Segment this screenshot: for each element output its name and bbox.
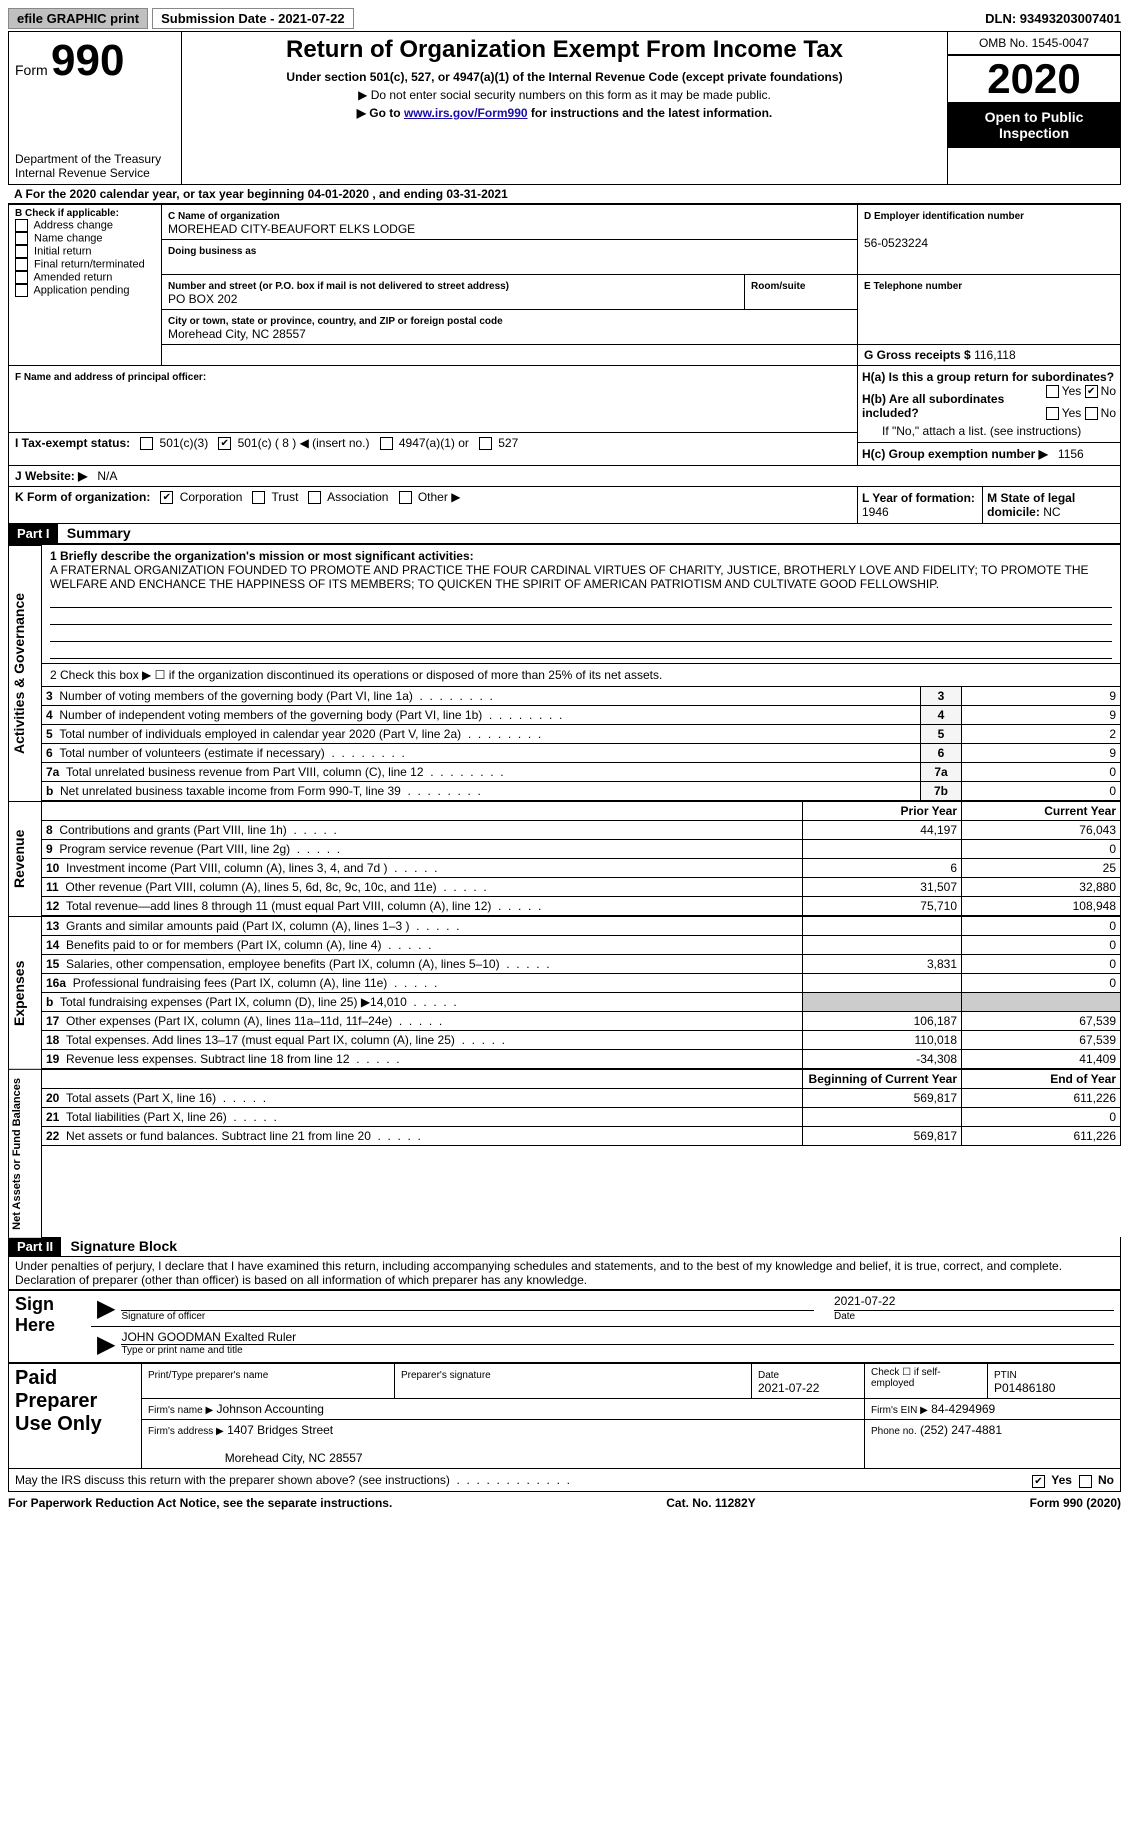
hb-no-checkbox[interactable]: [1085, 407, 1098, 420]
box-d-label: D Employer identification number: [864, 211, 1024, 222]
i-527-checkbox[interactable]: [479, 437, 492, 450]
boxb-checkbox[interactable]: [15, 258, 28, 271]
mission-text: A FRATERNAL ORGANIZATION FOUNDED TO PROM…: [50, 563, 1089, 591]
part1-header: Part I: [9, 524, 58, 543]
box-e-label: E Telephone number: [864, 281, 962, 292]
box-b-label: B Check if applicable:: [15, 208, 155, 219]
open-to-public: Open to Public Inspection: [948, 103, 1120, 147]
form-header: Form 990 Return of Organization Exempt F…: [8, 31, 1121, 185]
ein-value: 56-0523224: [864, 236, 928, 250]
irs-yes-checkbox[interactable]: [1032, 1475, 1045, 1488]
declaration: Under penalties of perjury, I declare th…: [8, 1257, 1121, 1290]
pra-notice: For Paperwork Reduction Act Notice, see …: [8, 1496, 392, 1510]
paid-preparer-label: Paid Preparer Use Only: [9, 1364, 142, 1469]
hb-note: If "No," attach a list. (see instruction…: [858, 424, 1120, 442]
vtab-governance: Activities & Governance: [8, 545, 42, 801]
k-corp-checkbox[interactable]: [160, 491, 173, 504]
hb-yes-checkbox[interactable]: [1046, 407, 1059, 420]
col-begin: Beginning of Current Year: [803, 1069, 962, 1088]
form-warning-1: ▶ Do not enter social security numbers o…: [188, 88, 941, 102]
k-other-checkbox[interactable]: [399, 491, 412, 504]
section-a: A For the 2020 calendar year, or tax yea…: [8, 185, 1121, 204]
vtab-revenue: Revenue: [8, 801, 42, 916]
tax-year: 2020: [948, 55, 1120, 103]
hc-value: 1156: [1058, 447, 1084, 461]
form-warning-2: ▶ Go to www.irs.gov/Form990 for instruct…: [188, 106, 941, 120]
boxb-checkbox[interactable]: [15, 219, 28, 232]
box-k-label: K Form of organization:: [15, 490, 150, 504]
dba-label: Doing business as: [168, 246, 256, 257]
info-block: B Check if applicable: Address change Na…: [8, 204, 1121, 524]
footer: For Paperwork Reduction Act Notice, see …: [8, 1496, 1121, 1510]
col-prior: Prior Year: [803, 801, 962, 820]
form-number: 990: [51, 36, 124, 85]
department: Department of the TreasuryInternal Reven…: [9, 148, 182, 185]
org-name: MOREHEAD CITY-BEAUFORT ELKS LODGE: [168, 222, 415, 236]
paid-preparer-block: Paid Preparer Use Only Print/Type prepar…: [8, 1363, 1121, 1469]
vtab-netassets: Net Assets or Fund Balances: [8, 1069, 42, 1238]
addr-label: Number and street (or P.O. box if mail i…: [168, 281, 509, 292]
form-subtitle: Under section 501(c), 527, or 4947(a)(1)…: [188, 70, 941, 84]
cat-no: Cat. No. 11282Y: [666, 1496, 755, 1510]
sign-here: Sign Here: [9, 1291, 92, 1363]
col-end: End of Year: [962, 1069, 1121, 1088]
signature-block: Sign Here ▶ Signature of officer 2021-07…: [8, 1290, 1121, 1363]
box-c-name-label: C Name of organization: [168, 211, 280, 222]
part1-title: Summary: [67, 525, 131, 541]
i-4947-checkbox[interactable]: [380, 437, 393, 450]
dln: DLN: 93493203007401: [985, 11, 1121, 26]
hb-label: H(b) Are all subordinates included?: [862, 392, 1004, 420]
ha-yes-checkbox[interactable]: [1046, 385, 1059, 398]
k-assoc-checkbox[interactable]: [308, 491, 321, 504]
ha-no-checkbox[interactable]: [1085, 385, 1098, 398]
boxb-checkbox[interactable]: [15, 232, 28, 245]
city-label: City or town, state or province, country…: [168, 316, 503, 327]
box-g-label: G Gross receipts $: [864, 348, 971, 362]
omb-number: OMB No. 1545-0047: [948, 32, 1121, 55]
form-ref: Form 990 (2020): [1030, 1496, 1121, 1510]
ha-label: H(a) Is this a group return for subordin…: [862, 370, 1114, 384]
hc-label: H(c) Group exemption number ▶: [862, 447, 1048, 461]
boxb-checkbox[interactable]: [15, 284, 28, 297]
box-f-label: F Name and address of principal officer:: [15, 372, 206, 383]
q2-text: 2 Check this box ▶ ☐ if the organization…: [42, 663, 1121, 686]
part2-title: Signature Block: [70, 1238, 177, 1254]
box-i-label: I Tax-exempt status:: [15, 436, 130, 450]
col-current: Current Year: [962, 801, 1121, 820]
form-label: Form: [15, 62, 48, 78]
submission-date: Submission Date - 2021-07-22: [152, 8, 354, 29]
website-value: N/A: [97, 469, 117, 483]
part2-header: Part II: [9, 1237, 61, 1256]
boxb-checkbox[interactable]: [15, 271, 28, 284]
i-501c-checkbox[interactable]: [218, 437, 231, 450]
q1-label: 1 Briefly describe the organization's mi…: [50, 549, 474, 563]
gross-receipts: 116,118: [974, 348, 1016, 362]
city-value: Morehead City, NC 28557: [168, 327, 306, 341]
efile-print-button[interactable]: efile GRAPHIC print: [8, 8, 148, 29]
boxb-checkbox[interactable]: [15, 245, 28, 258]
form-title: Return of Organization Exempt From Incom…: [188, 36, 941, 64]
irs-link[interactable]: www.irs.gov/Form990: [404, 106, 528, 120]
k-trust-checkbox[interactable]: [252, 491, 265, 504]
vtab-expenses: Expenses: [8, 916, 42, 1069]
irs-no-checkbox[interactable]: [1079, 1475, 1092, 1488]
box-j-label: J Website: ▶: [15, 469, 87, 483]
addr-value: PO BOX 202: [168, 292, 237, 306]
room-label: Room/suite: [751, 281, 805, 292]
top-bar: efile GRAPHIC print Submission Date - 20…: [8, 8, 1121, 29]
may-irs-discuss: May the IRS discuss this return with the…: [15, 1473, 450, 1487]
i-501c3-checkbox[interactable]: [140, 437, 153, 450]
